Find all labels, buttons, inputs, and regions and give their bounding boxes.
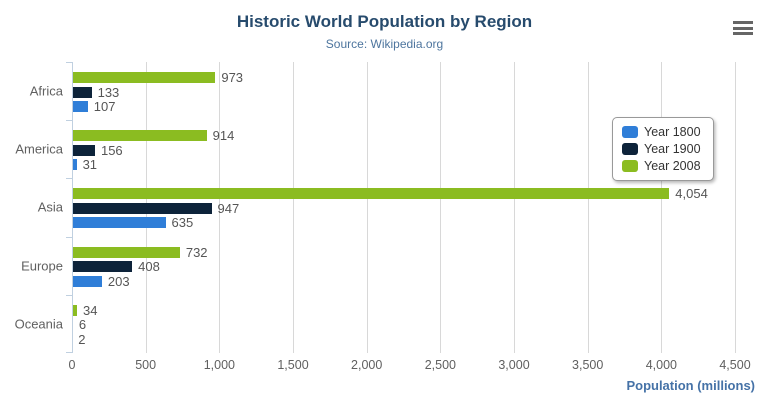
value-axis-tick-label: 500	[135, 358, 157, 372]
legend-item-year-2008[interactable]: Year 2008	[622, 159, 701, 173]
bar-row: 31	[72, 157, 735, 173]
category-axis-label: America	[15, 141, 63, 157]
gridline	[661, 62, 663, 353]
category-axis-label: Oceania	[14, 316, 63, 332]
category-row-europe: Europe 732 408 203	[21, 237, 735, 295]
bar-value-label: 31	[82, 157, 98, 173]
bar-row: 973	[72, 70, 735, 85]
bar-value-label: 732	[185, 244, 208, 260]
bar-value-label: 107	[93, 99, 116, 114]
bar-row: 947	[72, 200, 735, 216]
bar-value-label: 34	[83, 302, 98, 318]
bar-value-label: 133	[97, 84, 120, 100]
bar-year-1900-europe[interactable]	[72, 261, 133, 273]
bar-row: 4,054	[72, 186, 735, 202]
value-axis-tick-label: 3,500	[572, 358, 604, 372]
bar-row: 408	[72, 259, 735, 275]
bar-year-1800-america[interactable]	[72, 159, 77, 171]
bar-year-1900-africa[interactable]	[72, 86, 92, 98]
legend-item-year-1800[interactable]: Year 1800	[622, 125, 701, 139]
category-axis-label: Asia	[37, 199, 63, 215]
bar-value-label: 4,054	[675, 186, 708, 202]
legend: Year 1800 Year 1900 Year 2008	[612, 117, 714, 181]
value-axis-tick-label: 2,500	[424, 358, 456, 372]
category-axis-tick	[66, 120, 72, 122]
bar-row: 203	[72, 273, 735, 289]
bar-value-label: 947	[217, 200, 240, 216]
gridline	[293, 62, 294, 353]
value-axis-title: Population (millions)	[626, 378, 755, 393]
bar-value-label: 408	[138, 259, 160, 275]
plot-area: Africa 973 133 107 America 914 156 31 Asia 4,054 9…	[15, 62, 736, 353]
bar-year-1900-america[interactable]	[72, 144, 95, 156]
chart-title: Historic World Population by Region	[236, 12, 533, 31]
legend-label: Year 2008	[644, 159, 701, 173]
hamburger-menu-icon	[733, 21, 753, 35]
gridline	[587, 62, 589, 353]
bar-year-1800-asia[interactable]	[72, 217, 166, 229]
bar-row: 6	[72, 317, 735, 333]
value-axis-tick-label: 0	[68, 358, 76, 372]
bar-year-2008-asia[interactable]	[72, 188, 670, 200]
value-axis-tick-label: 1,500	[277, 358, 309, 372]
legend-item-year-1900[interactable]: Year 1900	[622, 142, 701, 156]
chart-context-menu-button[interactable]	[733, 21, 753, 35]
bar-row: 2	[72, 331, 735, 347]
bar-value-label: 2	[78, 331, 86, 347]
bar-row: 635	[72, 215, 735, 231]
category-axis-tick	[66, 178, 72, 180]
legend-label: Year 1900	[644, 142, 701, 156]
category-axis-line	[72, 62, 73, 353]
category-axis-tick	[66, 62, 72, 63]
bar-row: 107	[72, 99, 735, 114]
category-axis-tick	[66, 294, 72, 296]
bar-value-label: 635	[171, 215, 194, 231]
bar-year-2008-africa[interactable]	[72, 72, 216, 83]
gridline	[735, 62, 736, 353]
bar-value-label: 203	[107, 273, 130, 289]
chart-subtitle: Source: Wikipedia.org	[325, 37, 444, 51]
value-axis-labels: 0 500 1,000 1,500 2,000 2,500 3,000 3,500 4,000 4…	[68, 358, 751, 374]
legend-symbol	[622, 126, 638, 138]
bar-row: 156	[72, 142, 735, 158]
bar-year-2008-oceania[interactable]	[72, 304, 77, 316]
legend-label: Year 1800	[644, 125, 701, 139]
bar-value-label: 6	[78, 317, 87, 333]
gridline	[514, 62, 515, 353]
category-row-america: America 914 156 31	[15, 120, 735, 178]
bar-row: 914	[72, 128, 735, 144]
value-axis-tick-label: 4,000	[645, 358, 677, 372]
legend-symbol	[622, 143, 638, 155]
bar-row: 732	[72, 244, 735, 260]
value-axis-tick-label: 1,000	[203, 358, 235, 372]
category-axis-label: Europe	[21, 258, 63, 274]
bar-year-2008-america[interactable]	[72, 130, 207, 142]
category-row-asia: Asia 4,054 947 635	[38, 178, 735, 236]
value-axis-tick-label: 4,500	[719, 358, 751, 372]
legend-symbol	[622, 160, 638, 172]
gridline	[219, 62, 221, 353]
category-row-oceania: Oceania 34 6 2	[15, 295, 735, 353]
gridline	[440, 62, 442, 353]
bar-row: 133	[72, 84, 735, 100]
category-row-africa: Africa 973 133 107	[30, 62, 735, 120]
bar-year-1800-europe[interactable]	[72, 275, 102, 287]
bar-year-1900-asia[interactable]	[72, 202, 212, 214]
category-axis-tick	[66, 236, 72, 238]
bar-row: 34	[72, 302, 735, 318]
value-axis-tick-label: 3,000	[498, 358, 530, 372]
bar-value-label: 973	[221, 70, 244, 85]
category-axis-label: Africa	[29, 83, 63, 99]
value-axis-tick-label: 2,000	[351, 358, 383, 372]
bar-year-2008-europe[interactable]	[72, 246, 180, 258]
bar-year-1800-africa[interactable]	[72, 101, 88, 112]
bar-value-label: 156	[100, 142, 123, 158]
category-axis-tick	[66, 352, 72, 353]
bar-value-label: 914	[212, 128, 235, 144]
gridline	[366, 62, 368, 353]
